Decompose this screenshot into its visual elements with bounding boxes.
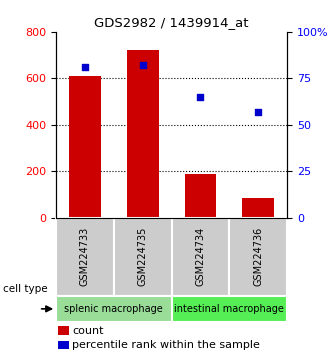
Point <box>82 64 88 70</box>
Text: GSM224733: GSM224733 <box>80 227 90 286</box>
Text: GSM224734: GSM224734 <box>195 227 206 286</box>
Bar <box>127 50 159 218</box>
Bar <box>184 173 216 218</box>
Bar <box>172 218 229 296</box>
Bar <box>56 218 114 296</box>
Text: count: count <box>72 326 104 336</box>
Text: GSM224735: GSM224735 <box>138 227 148 286</box>
Point <box>140 62 146 68</box>
Text: GSM224736: GSM224736 <box>253 227 263 286</box>
Text: cell type: cell type <box>3 284 48 295</box>
Text: percentile rank within the sample: percentile rank within the sample <box>72 340 260 350</box>
Bar <box>56 296 172 322</box>
Bar <box>242 198 274 218</box>
Bar <box>58 341 69 349</box>
Bar <box>69 76 101 218</box>
Bar <box>58 326 69 335</box>
Bar <box>114 218 172 296</box>
Title: GDS2982 / 1439914_at: GDS2982 / 1439914_at <box>94 16 249 29</box>
Point <box>256 109 261 115</box>
Text: splenic macrophage: splenic macrophage <box>64 304 163 314</box>
Bar <box>229 218 287 296</box>
Bar <box>172 296 287 322</box>
Point <box>198 94 203 100</box>
Text: intestinal macrophage: intestinal macrophage <box>175 304 284 314</box>
